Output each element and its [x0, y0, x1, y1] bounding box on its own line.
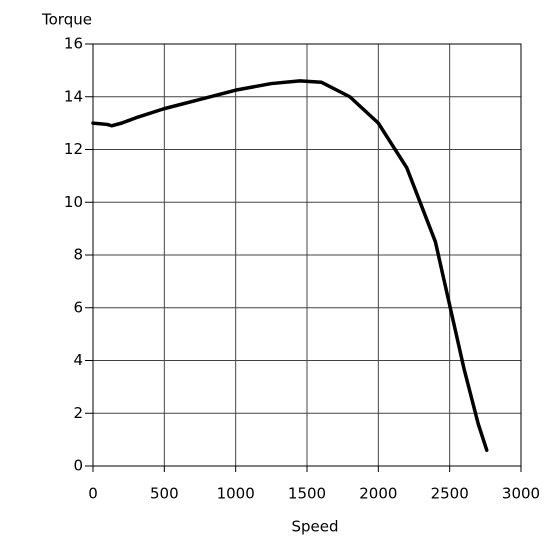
y-tick-label: 14	[64, 87, 83, 105]
y-tick-label: 6	[73, 298, 83, 316]
x-axis-label: Speed	[291, 518, 338, 536]
plot-frame	[92, 43, 522, 467]
x-tick-label: 500	[150, 485, 179, 503]
y-tick-label: 2	[73, 404, 83, 422]
x-tick-label: 1500	[288, 485, 326, 503]
y-tick-label: 4	[73, 351, 83, 369]
y-axis-label: Torque	[41, 11, 92, 29]
y-tick-label: 8	[73, 246, 83, 264]
y-tick-label: 16	[64, 35, 83, 53]
y-tick-label: 10	[64, 193, 83, 211]
data-line	[91, 79, 489, 452]
x-tick-label: 0	[88, 485, 98, 503]
x-tick-label: 2000	[359, 485, 397, 503]
x-tick-label: 1000	[217, 485, 255, 503]
y-tick-label: 12	[64, 140, 83, 158]
y-tick-label: 0	[73, 457, 83, 475]
x-tick-label: 2500	[431, 485, 469, 503]
x-tick-label: 3000	[502, 485, 540, 503]
